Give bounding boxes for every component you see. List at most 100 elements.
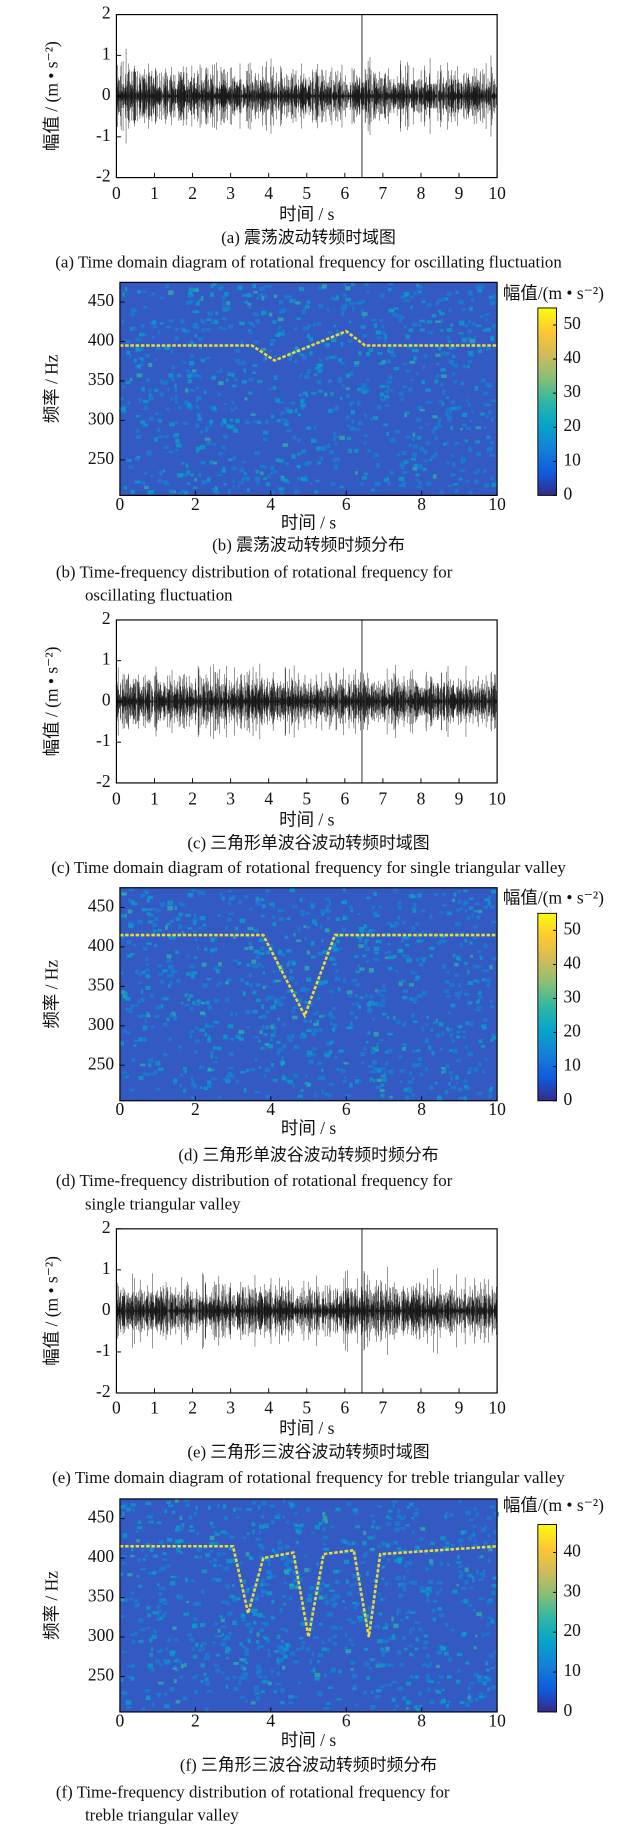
heatmap-texture — [144, 353, 151, 358]
heatmap-texture — [202, 1647, 206, 1651]
heatmap-texture — [297, 476, 302, 481]
heatmap-texture — [185, 300, 192, 305]
heatmap-texture — [414, 1063, 418, 1068]
heatmap-texture — [397, 1582, 403, 1587]
heatmap-texture — [158, 470, 163, 475]
heatmap-texture — [258, 1039, 261, 1043]
heatmap-texture — [235, 1012, 238, 1016]
heatmap-texture — [267, 1681, 272, 1686]
heatmap-texture — [464, 1086, 471, 1091]
heatmap-texture — [285, 1079, 289, 1083]
heatmap-texture — [381, 1653, 385, 1657]
heatmap-texture — [489, 999, 493, 1003]
heatmap-texture — [267, 1653, 271, 1658]
heatmap-texture — [410, 305, 413, 310]
heatmap-texture — [130, 900, 135, 905]
heatmap-texture — [450, 1543, 455, 1547]
heatmap-texture — [361, 1061, 365, 1065]
heatmap-texture — [345, 1579, 349, 1584]
heatmap-texture — [409, 360, 415, 364]
heatmap-texture — [254, 1685, 259, 1689]
heatmap-texture — [210, 321, 216, 324]
heatmap-texture — [181, 930, 185, 936]
heatmap-texture — [401, 1582, 407, 1587]
y-tick-label: 350 — [88, 369, 114, 389]
heatmap-texture — [391, 1680, 397, 1684]
heatmap-texture — [438, 309, 442, 313]
heatmap-texture — [157, 330, 161, 335]
heatmap-texture — [386, 1016, 390, 1019]
heatmap-texture — [313, 425, 317, 430]
heatmap-texture — [416, 939, 422, 943]
heatmap-texture — [411, 1093, 415, 1098]
heatmap-texture — [289, 969, 293, 974]
heatmap-texture — [251, 1608, 255, 1614]
heatmap-texture — [157, 428, 161, 433]
heatmap-texture — [249, 330, 253, 335]
heatmap-texture — [220, 1618, 225, 1623]
heatmap-texture — [481, 285, 485, 289]
heatmap-texture — [443, 351, 450, 356]
heatmap-texture — [123, 1029, 127, 1034]
heatmap-texture — [281, 418, 285, 422]
heatmap-texture — [469, 1682, 475, 1685]
heatmap-texture — [411, 1077, 415, 1081]
heatmap-texture — [272, 915, 276, 920]
heatmap-texture — [394, 970, 399, 973]
heatmap-texture — [296, 939, 302, 942]
heatmap-texture — [272, 1078, 278, 1082]
heatmap-texture — [465, 909, 468, 913]
heatmap-texture — [231, 1559, 236, 1562]
heatmap-texture — [356, 1574, 361, 1578]
heatmap-texture — [288, 1701, 294, 1705]
heatmap-texture — [200, 358, 205, 363]
heatmap-texture — [242, 1666, 247, 1671]
colorbar-tick-label: 0 — [563, 1089, 572, 1109]
heatmap-texture — [469, 306, 473, 311]
heatmap-texture — [283, 295, 288, 299]
heatmap-texture — [328, 1049, 332, 1055]
heatmap-texture — [286, 1035, 293, 1040]
heatmap-texture — [466, 915, 471, 921]
heatmap-texture — [493, 1650, 497, 1654]
x-tick-label: 6 — [340, 1397, 349, 1417]
heatmap-texture — [139, 1628, 146, 1631]
heatmap-texture — [448, 346, 454, 350]
heatmap-texture — [232, 1675, 237, 1680]
heatmap-texture — [137, 920, 143, 924]
heatmap-texture — [482, 1573, 486, 1578]
heatmap-texture — [174, 1499, 179, 1503]
heatmap-texture — [157, 928, 162, 932]
heatmap-texture — [459, 1701, 465, 1705]
heatmap-texture — [310, 902, 315, 907]
heatmap-texture — [208, 1025, 215, 1028]
heatmap-texture — [193, 1617, 198, 1622]
heatmap-texture — [162, 969, 168, 973]
heatmap-texture — [128, 923, 134, 928]
heatmap-texture — [345, 1651, 349, 1656]
heatmap-texture — [124, 286, 128, 292]
heatmap-texture — [276, 418, 281, 423]
heatmap-texture — [184, 473, 188, 477]
heatmap-texture — [482, 1681, 487, 1686]
heatmap-texture — [450, 1086, 454, 1090]
heatmap-texture — [196, 999, 201, 1004]
heatmap-texture — [383, 423, 389, 427]
heatmap-texture — [446, 396, 449, 400]
heatmap-texture — [278, 967, 284, 972]
heatmap-texture — [351, 419, 355, 424]
heatmap-texture — [399, 462, 405, 467]
heatmap-texture — [149, 1652, 154, 1658]
heatmap-texture — [396, 1547, 401, 1551]
heatmap-texture — [240, 467, 244, 471]
heatmap-texture — [270, 1005, 276, 1010]
heatmap-texture — [452, 483, 459, 486]
heatmap-texture — [360, 482, 364, 486]
heatmap-texture — [173, 1659, 179, 1663]
heatmap-texture — [439, 490, 444, 495]
heatmap-texture — [411, 907, 417, 912]
heatmap-texture — [168, 373, 174, 378]
heatmap-texture — [200, 1623, 206, 1627]
heatmap-texture — [426, 400, 432, 404]
heatmap-texture — [426, 481, 432, 486]
